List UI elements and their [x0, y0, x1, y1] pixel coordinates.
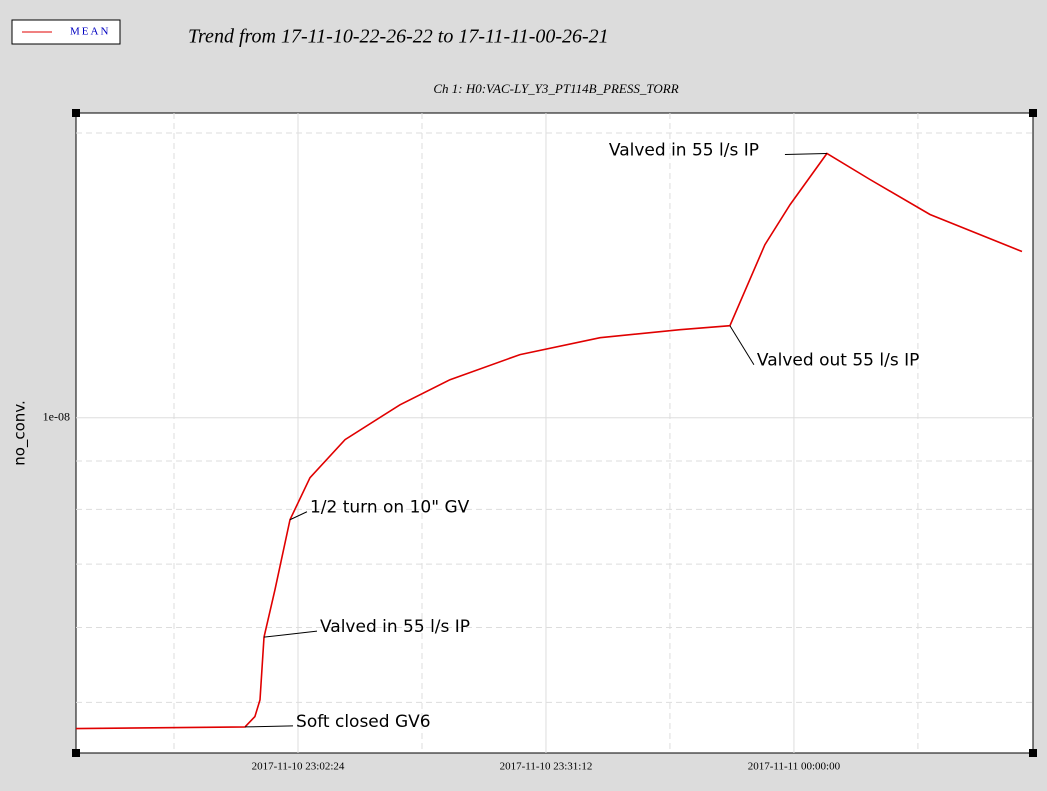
y-tick-label: 1e-08	[43, 409, 70, 423]
chart-title: Trend from 17-11-10-22-26-22 to 17-11-11…	[188, 26, 609, 48]
annotation: 1/2 turn on 10" GV	[310, 498, 470, 518]
corner-marker	[72, 749, 80, 757]
annotation: Valved in 55 l/s IP	[320, 617, 470, 637]
chart-subtitle: Ch 1: H0:VAC-LY_Y3_PT114B_PRESS_TORR	[433, 81, 678, 96]
x-tick-label: 2017-11-11 00:00:00	[748, 761, 841, 773]
data-line	[75, 152, 1023, 730]
annotation-pointer	[289, 511, 308, 521]
annotation-pointer	[729, 325, 755, 365]
legend-label: MEAN	[70, 26, 110, 38]
y-axis-label: no_conv.	[11, 400, 30, 466]
annotation-pointer	[784, 152, 827, 155]
x-tick-label: 2017-11-10 23:31:12	[500, 761, 593, 773]
annotation: Valved out 55 l/s IP	[757, 351, 919, 371]
plot-area	[75, 112, 1034, 754]
annotation-pointer	[263, 630, 318, 638]
annotation: Soft closed GV6	[296, 712, 431, 732]
annotation: Valved in 55 l/s IP	[609, 140, 759, 160]
corner-marker	[1029, 109, 1037, 117]
annotation-pointer	[245, 725, 294, 728]
corner-marker	[72, 109, 80, 117]
x-tick-label: 2017-11-10 23:02:24	[252, 761, 345, 773]
corner-marker	[1029, 749, 1037, 757]
